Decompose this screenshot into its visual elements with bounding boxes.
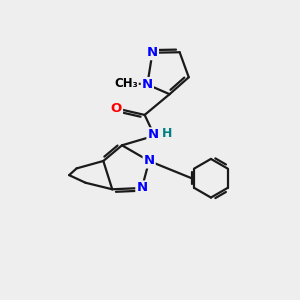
Text: H: H xyxy=(162,127,172,140)
Text: N: N xyxy=(144,154,155,167)
Text: N: N xyxy=(136,182,148,194)
Text: N: N xyxy=(147,46,158,59)
Text: O: O xyxy=(111,103,122,116)
Text: CH₃: CH₃ xyxy=(114,76,138,89)
Text: N: N xyxy=(142,78,153,91)
Text: N: N xyxy=(147,128,158,141)
